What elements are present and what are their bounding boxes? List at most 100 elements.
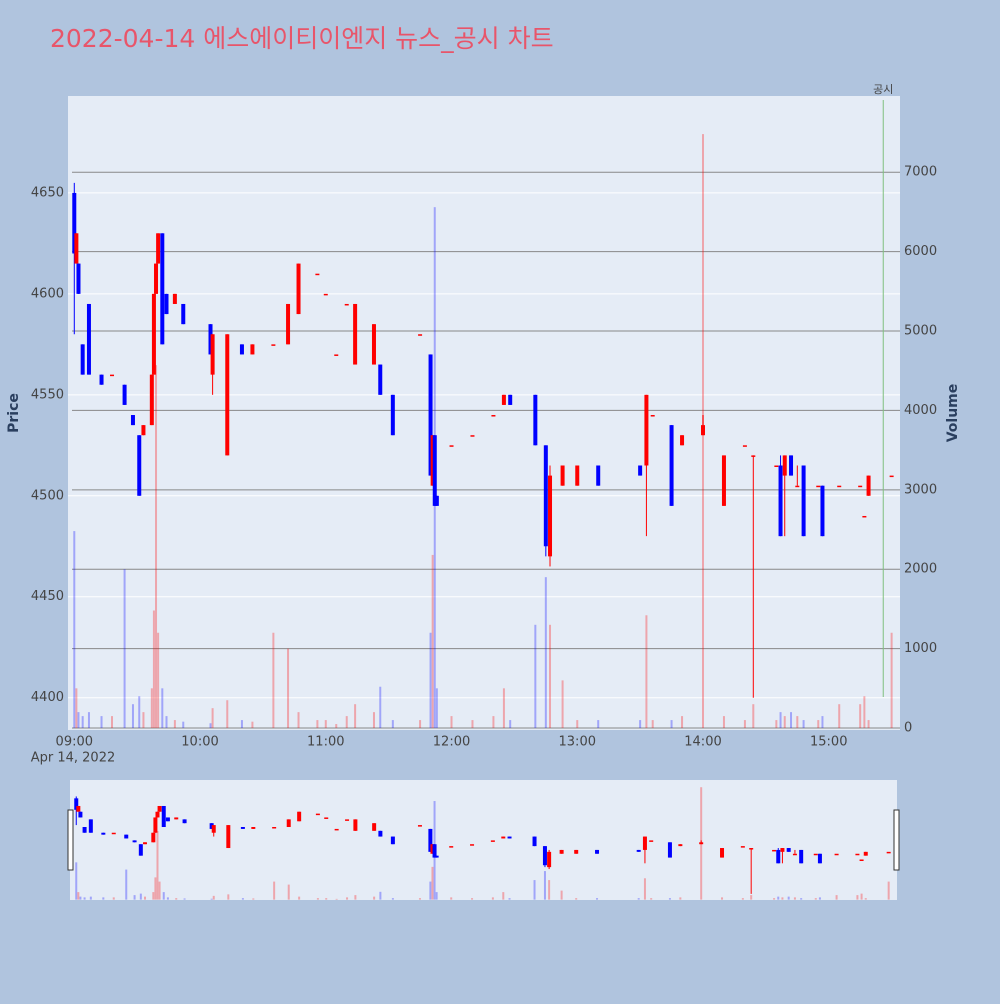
candle-body: [334, 354, 339, 356]
candle-body: [817, 853, 822, 864]
candle-body: [286, 819, 291, 828]
x-date-label: Apr 14, 2022: [31, 751, 116, 766]
candle-body: [165, 817, 170, 822]
candle-body: [345, 819, 350, 821]
volume-bar: [668, 898, 671, 900]
candle-body: [678, 844, 683, 847]
volume-bar: [166, 897, 169, 900]
candle-body: [508, 394, 513, 405]
volume-bar: [73, 531, 76, 729]
volume-bar: [165, 716, 168, 729]
volume-bar: [639, 720, 642, 729]
candle-body: [667, 842, 672, 858]
candle-body: [372, 823, 377, 831]
candle-body: [151, 832, 156, 843]
volume-bar: [155, 365, 158, 729]
slider-handle[interactable]: [893, 809, 900, 871]
volume-bar: [509, 720, 512, 729]
candle-body: [542, 846, 547, 866]
y2-tick-label: 6000: [904, 244, 937, 259]
volume-bar: [544, 577, 547, 729]
volume-bar: [139, 893, 142, 900]
volume-bar: [508, 898, 511, 900]
candle-body: [390, 394, 395, 436]
volume-bar: [210, 898, 213, 900]
volume-bar: [131, 704, 134, 729]
candle-body: [430, 844, 435, 854]
candle-body: [251, 827, 256, 829]
volume-bar: [860, 893, 863, 900]
candle-body: [638, 465, 643, 476]
candle-body: [859, 859, 864, 861]
candle-body: [156, 233, 161, 264]
candle-body: [271, 344, 276, 346]
candle-body: [778, 465, 783, 537]
volume-bar: [379, 686, 382, 729]
candle-body: [153, 817, 158, 833]
candle-body: [157, 805, 162, 812]
candle-body: [699, 842, 704, 845]
candle-body: [417, 825, 422, 827]
candle-body: [344, 303, 349, 306]
volume-bar: [175, 898, 178, 900]
candle-body: [149, 374, 154, 426]
candle-body: [532, 836, 537, 847]
y-tick-label: 4400: [31, 690, 64, 705]
chart-title: 2022-04-14 에스에이티이엔지 뉴스_공시 차트: [50, 24, 554, 53]
y2-tick-label: 3000: [904, 482, 937, 497]
candle-body: [669, 425, 674, 506]
candle-body: [560, 465, 565, 486]
candle-body: [99, 374, 104, 385]
x-tick-label: 14:00: [684, 735, 721, 750]
volume-bar: [779, 712, 782, 729]
candle-body: [749, 848, 754, 850]
volume-bar: [561, 680, 564, 729]
volume-bar: [651, 720, 654, 729]
candle-body: [799, 849, 804, 864]
volume-bar: [287, 884, 290, 900]
candle-body: [86, 303, 91, 375]
candle-body: [596, 465, 601, 486]
candle-body: [240, 827, 245, 829]
candle-body: [141, 425, 146, 436]
candle-body: [74, 798, 79, 810]
volume-bar: [77, 892, 80, 900]
volume-bar: [491, 897, 494, 900]
volume-bar: [887, 881, 890, 900]
volume-bar: [162, 892, 165, 900]
volume-bar: [796, 716, 799, 729]
candle-body: [209, 823, 214, 829]
candle-body: [211, 825, 216, 833]
volume-bar: [112, 897, 115, 900]
candle-body: [862, 515, 867, 518]
volume-bar: [859, 704, 862, 729]
candle-body: [792, 853, 797, 856]
candle-body: [470, 435, 475, 437]
volume-bar: [741, 898, 744, 900]
volume-bar: [750, 895, 753, 900]
candle-body: [160, 233, 165, 345]
candle-body: [323, 293, 328, 296]
volume-bar: [431, 554, 434, 729]
candle-body: [74, 233, 79, 264]
volume-bar: [679, 897, 682, 900]
candle-body: [855, 853, 860, 856]
volume-bar: [429, 881, 432, 900]
candle-body: [182, 819, 187, 824]
volume-bar: [152, 892, 155, 900]
volume-bar: [345, 716, 348, 729]
volume-bar: [227, 894, 230, 900]
slider-handle[interactable]: [67, 809, 74, 871]
candle-body: [543, 445, 548, 547]
volume-bar: [790, 712, 793, 729]
volume-bar: [450, 716, 453, 729]
candle-body: [816, 485, 821, 488]
volume-bar: [431, 866, 434, 900]
volume-bar: [156, 830, 159, 900]
volume-bar: [838, 704, 841, 729]
volume-bar: [835, 895, 838, 900]
candle-body: [491, 415, 496, 417]
volume-bar: [435, 892, 438, 900]
candle-body: [434, 495, 439, 506]
volume-bar: [802, 720, 805, 729]
